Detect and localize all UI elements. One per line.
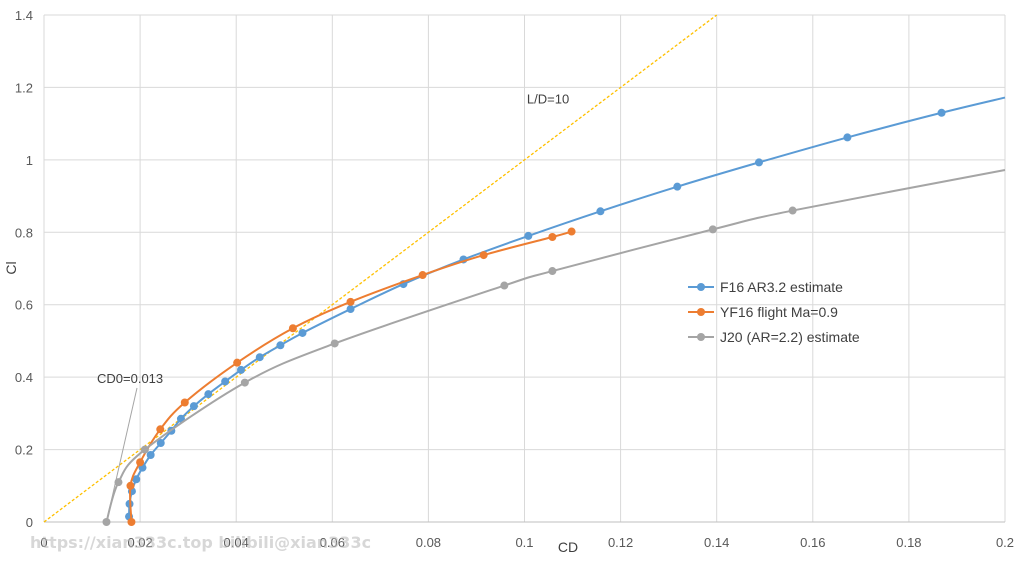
x-tick-label: 0.08 (416, 535, 441, 550)
series-3 (102, 169, 1006, 526)
data-point (500, 281, 509, 290)
x-tick-label: 0.16 (800, 535, 825, 550)
y-axis-title: Cl (3, 261, 19, 274)
data-point (132, 475, 141, 484)
data-point (524, 231, 533, 240)
x-tick-label: 0.2 (996, 535, 1014, 550)
series-layer (102, 96, 1006, 526)
legend-label: J20 (AR=2.2) estimate (720, 329, 860, 345)
data-point (843, 133, 852, 142)
x-tick-label: 0.06 (320, 535, 345, 550)
data-point (479, 251, 488, 260)
data-point (189, 402, 198, 411)
data-point (346, 305, 355, 314)
x-tick-label: 0 (40, 535, 47, 550)
y-tick-label: 0 (26, 515, 33, 530)
data-point (548, 232, 557, 241)
x-tick-label: 0.1 (515, 535, 533, 550)
data-point (136, 458, 145, 467)
data-point (255, 353, 264, 362)
data-point (596, 207, 605, 216)
data-point (937, 108, 946, 117)
data-point (288, 324, 297, 333)
y-tick-label: 1 (26, 153, 33, 168)
legend-marker (697, 308, 705, 316)
data-point (298, 328, 307, 337)
legend: F16 AR3.2 estimate YF16 flight Ma=0.9 J20 … (688, 279, 860, 345)
series-1 (125, 96, 1006, 521)
series-line (128, 96, 1006, 517)
grid-lines (43, 14, 1006, 523)
ld-reference-label: L/D=10 (527, 92, 569, 107)
data-point (673, 182, 682, 191)
y-tick-label: 0.6 (15, 298, 33, 313)
data-point (233, 358, 242, 367)
data-point (567, 227, 576, 236)
y-tick-label: 0.2 (15, 443, 33, 458)
data-point (754, 158, 763, 167)
data-point (276, 341, 285, 350)
legend-entry: YF16 flight Ma=0.9 (688, 304, 838, 320)
x-tick-label: 0.02 (127, 535, 152, 550)
series-line (105, 169, 1006, 523)
x-tick-label: 0.04 (224, 535, 249, 550)
legend-entry: F16 AR3.2 estimate (688, 279, 843, 295)
y-tick-label: 0.4 (15, 370, 33, 385)
data-point (330, 339, 339, 348)
data-point (156, 439, 165, 448)
data-point (240, 378, 249, 387)
watermark: https://xian333c.top bilibili@xian333c (30, 533, 371, 552)
data-point (140, 445, 149, 454)
data-point (204, 390, 213, 399)
legend-label: YF16 flight Ma=0.9 (720, 304, 838, 320)
x-tick-label: 0.18 (896, 535, 921, 550)
y-tick-label: 1.2 (15, 80, 33, 95)
x-tick-label: 0.12 (608, 535, 633, 550)
legend-marker (697, 283, 705, 291)
annotation-leader-line (105, 387, 138, 523)
y-tick-label: 1.4 (15, 8, 33, 23)
data-point (237, 365, 246, 374)
annotation-layer: CD0=0.013 (97, 371, 163, 523)
series-2 (126, 227, 576, 526)
annotation-label: CD0=0.013 (97, 371, 163, 386)
data-point (146, 451, 155, 460)
x-axis-title: CD (558, 539, 578, 555)
data-point (180, 398, 189, 407)
ld-reference-line (43, 14, 718, 523)
data-point (156, 425, 165, 434)
x-tick-label: 0.14 (704, 535, 729, 550)
legend-label: F16 AR3.2 estimate (720, 279, 843, 295)
data-point (788, 206, 797, 215)
data-point (346, 297, 355, 306)
axes: 0 0.02 0.04 0.06 0.08 0.1 0.12 0.14 0.16 0.18 0.2 0… (15, 8, 1014, 550)
data-point (221, 377, 230, 386)
data-point (548, 267, 557, 276)
reference-line-layer: L/D=10 (43, 14, 718, 523)
legend-marker (697, 333, 705, 341)
data-point (708, 225, 717, 234)
y-tick-label: 0.8 (15, 225, 33, 240)
legend-entry: J20 (AR=2.2) estimate (688, 329, 860, 345)
data-point (127, 518, 136, 526)
data-point (126, 481, 135, 490)
data-point (418, 271, 427, 280)
